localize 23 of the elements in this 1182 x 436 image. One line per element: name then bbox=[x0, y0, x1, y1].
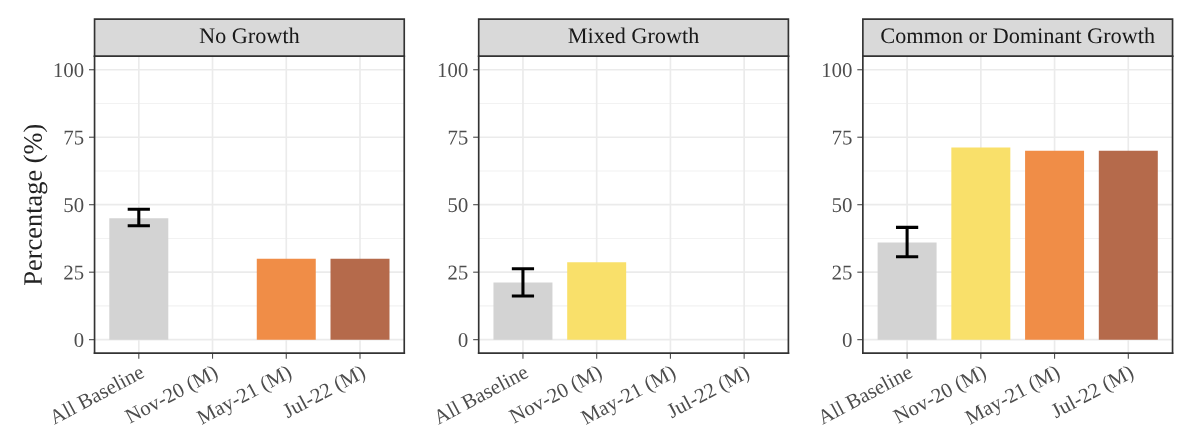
bar bbox=[951, 147, 1011, 340]
y-tick-label: 100 bbox=[438, 63, 468, 78]
y-tick-label: 50 bbox=[832, 198, 852, 213]
bar bbox=[877, 242, 937, 340]
y-tick-label: 50 bbox=[64, 198, 84, 213]
y-tick-label: 25 bbox=[64, 265, 84, 280]
chart-title: No Growth bbox=[199, 27, 300, 44]
y-tick-label: 50 bbox=[448, 198, 468, 213]
y-tick-label: 0 bbox=[458, 333, 468, 348]
y-tick-label: 0 bbox=[74, 333, 84, 348]
y-tick-label: 0 bbox=[842, 333, 852, 348]
y-tick-label: 75 bbox=[64, 130, 84, 145]
y-tick-label: 100 bbox=[823, 63, 852, 78]
bar bbox=[1098, 150, 1158, 340]
y-tick-label: 75 bbox=[832, 130, 852, 145]
y-tick-label: 100 bbox=[54, 63, 84, 78]
y-axis-title: Percentage (%) bbox=[23, 124, 48, 285]
bar bbox=[1025, 150, 1085, 340]
y-tick-label: 75 bbox=[448, 130, 468, 145]
chart-title: Mixed Growth bbox=[568, 27, 699, 44]
y-tick-label: 25 bbox=[832, 265, 852, 280]
chart-title: Common or Dominant Growth bbox=[881, 27, 1155, 44]
y-tick-label: 25 bbox=[448, 265, 468, 280]
